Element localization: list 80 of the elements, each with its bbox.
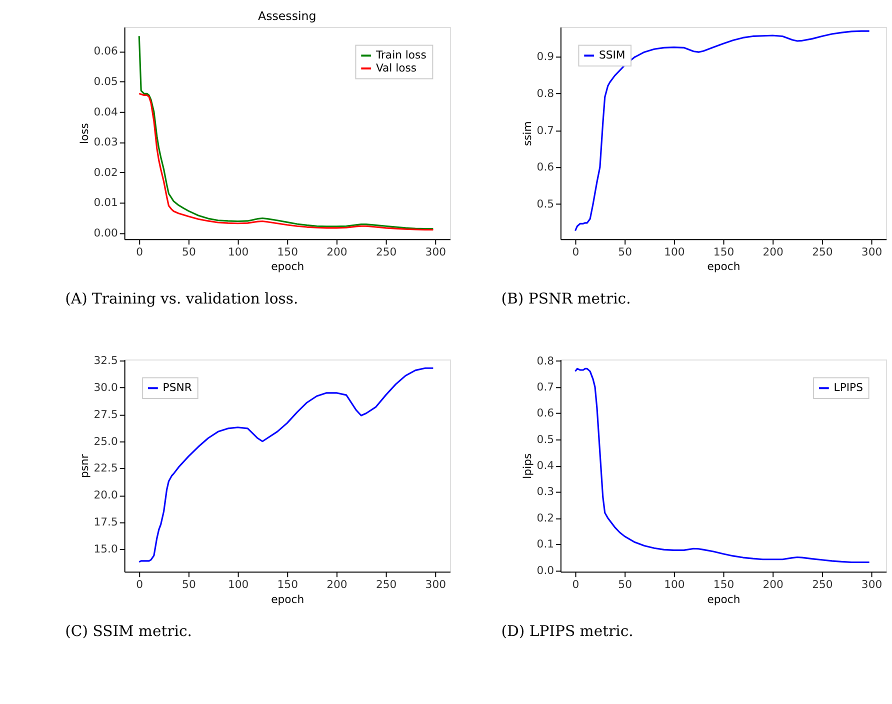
x-tick-label: 250 (812, 245, 833, 258)
text: (A) Training vs. validation loss. (65, 290, 298, 308)
x-tick-label: 300 (425, 245, 446, 258)
line-series (138, 92, 434, 231)
y-tick-label: 27.5 (94, 408, 118, 421)
y-tick-label: 0.6 (536, 160, 554, 174)
y-axis-title: loss (78, 122, 91, 144)
y-tick-label: 0.5 (536, 432, 554, 446)
x-tick-label: 50 (618, 245, 632, 258)
x-tick-label: 200 (326, 245, 348, 258)
x-tick-label: 0 (136, 578, 144, 591)
x-tick-label: 0 (572, 578, 580, 591)
x-axis-title: epoch (707, 592, 740, 606)
x-tick-label: 100 (664, 578, 685, 591)
y-tick-label: 0.2 (536, 511, 554, 524)
y-axis-title: lpips (520, 453, 534, 479)
x-tick-label: 100 (228, 245, 249, 258)
y-tick-label: 15.0 (94, 542, 118, 556)
x-tick-label: 0 (136, 245, 144, 258)
y-tick-label: 0.1 (536, 538, 554, 551)
legend-label: LPIPS (834, 381, 864, 394)
y-tick-label: 0.01 (94, 196, 118, 210)
x-axis-title: epoch (707, 260, 740, 274)
x-tick-label: 250 (376, 245, 397, 258)
chart-title: Assessing (258, 9, 316, 24)
y-tick-label: 25.0 (94, 434, 118, 448)
y-tick-label: 0.05 (94, 75, 118, 88)
y-axis-title: psnr (78, 454, 91, 478)
x-tick-label: 150 (713, 245, 734, 258)
legend-label: PSNR (162, 381, 192, 394)
x-tick-label: 250 (376, 578, 397, 591)
line-series (138, 367, 434, 563)
y-tick-label: 0.7 (536, 124, 554, 137)
x-tick-label: 300 (861, 245, 882, 258)
x-tick-label: 300 (425, 578, 446, 591)
x-tick-label: 200 (326, 578, 348, 591)
y-tick-label: 0.04 (94, 105, 118, 118)
x-tick-label: 100 (664, 245, 685, 258)
y-tick-label: 0.00 (94, 226, 118, 240)
y-tick-label: 0.8 (536, 86, 554, 100)
x-tick-label: 150 (277, 245, 298, 258)
x-axis-title: epoch (271, 592, 304, 606)
y-tick-label: 0.9 (536, 50, 554, 63)
y-tick-label: 0.0 (536, 564, 554, 577)
line-series (138, 35, 434, 230)
x-tick-label: 200 (762, 578, 784, 591)
y-tick-label: 22.5 (94, 462, 118, 475)
x-tick-label: 200 (762, 245, 784, 258)
x-tick-label: 50 (182, 245, 196, 258)
y-tick-label: 0.5 (536, 198, 554, 211)
y-tick-label: 0.7 (536, 380, 554, 394)
y-tick-label: 0.4 (536, 459, 554, 472)
y-tick-label: 0.3 (536, 485, 554, 498)
y-tick-label: 32.5 (94, 354, 118, 368)
y-axis-title: ssim (520, 121, 534, 146)
x-tick-label: 150 (713, 578, 734, 591)
x-tick-label: 300 (861, 578, 882, 591)
y-tick-label: 0.8 (536, 354, 554, 368)
y-tick-label: 17.5 (94, 516, 118, 529)
legend-label: SSIM (598, 48, 626, 62)
line-series (574, 30, 870, 232)
legend-label: Val loss (376, 61, 417, 74)
text: (D) LPIPS metric. (501, 622, 634, 640)
y-tick-label: 30.0 (94, 380, 118, 394)
legend-label: Train loss (374, 48, 427, 62)
x-axis-title: epoch (271, 260, 304, 274)
x-tick-label: 0 (572, 245, 580, 258)
x-tick-label: 100 (228, 578, 249, 591)
x-tick-label: 250 (812, 578, 833, 591)
x-tick-label: 150 (277, 578, 298, 591)
y-tick-label: 0.03 (94, 136, 118, 149)
text: (C) SSIM metric. (65, 622, 192, 640)
x-tick-label: 50 (182, 578, 196, 591)
y-tick-label: 0.6 (536, 406, 554, 420)
y-tick-label: 0.06 (94, 44, 118, 58)
y-tick-label: 0.02 (94, 166, 118, 179)
text: (B) PSNR metric. (501, 290, 631, 308)
x-tick-label: 50 (618, 578, 632, 591)
line-series (574, 368, 870, 564)
y-tick-label: 20.0 (94, 488, 118, 502)
